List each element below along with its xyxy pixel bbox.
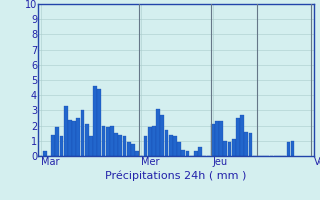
Bar	[64, 106, 68, 156]
Bar	[198, 147, 202, 156]
Bar	[236, 118, 240, 156]
Bar	[244, 132, 248, 156]
Bar	[152, 126, 156, 156]
Bar	[194, 151, 198, 156]
Bar	[93, 86, 97, 156]
Bar	[240, 115, 244, 156]
Bar	[186, 151, 189, 156]
Bar	[51, 135, 55, 156]
Bar	[177, 142, 181, 156]
Bar	[68, 120, 72, 156]
Bar	[291, 141, 294, 156]
Bar	[81, 110, 84, 156]
Bar	[215, 121, 219, 156]
Bar	[286, 142, 290, 156]
Bar	[114, 133, 118, 156]
Bar	[228, 142, 231, 156]
Bar	[144, 136, 148, 156]
Bar	[89, 136, 93, 156]
Bar	[165, 130, 168, 156]
Bar	[97, 89, 101, 156]
Bar	[173, 136, 177, 156]
Bar	[223, 141, 227, 156]
Bar	[72, 121, 76, 156]
Bar	[43, 151, 47, 156]
Bar	[181, 150, 185, 156]
Bar	[249, 133, 252, 156]
Bar	[60, 136, 63, 156]
Bar	[85, 124, 89, 156]
Bar	[148, 127, 152, 156]
Bar	[232, 139, 236, 156]
Bar	[102, 126, 105, 156]
Bar	[135, 151, 139, 156]
Bar	[127, 142, 131, 156]
Bar	[219, 121, 223, 156]
Bar	[131, 144, 135, 156]
Bar	[123, 136, 126, 156]
Bar	[55, 127, 59, 156]
Bar	[160, 115, 164, 156]
Bar	[211, 124, 215, 156]
Bar	[169, 135, 172, 156]
Bar	[106, 127, 110, 156]
X-axis label: Précipitations 24h ( mm ): Précipitations 24h ( mm )	[105, 170, 247, 181]
Bar	[110, 126, 114, 156]
Bar	[118, 135, 122, 156]
Bar	[76, 118, 80, 156]
Bar	[156, 109, 160, 156]
